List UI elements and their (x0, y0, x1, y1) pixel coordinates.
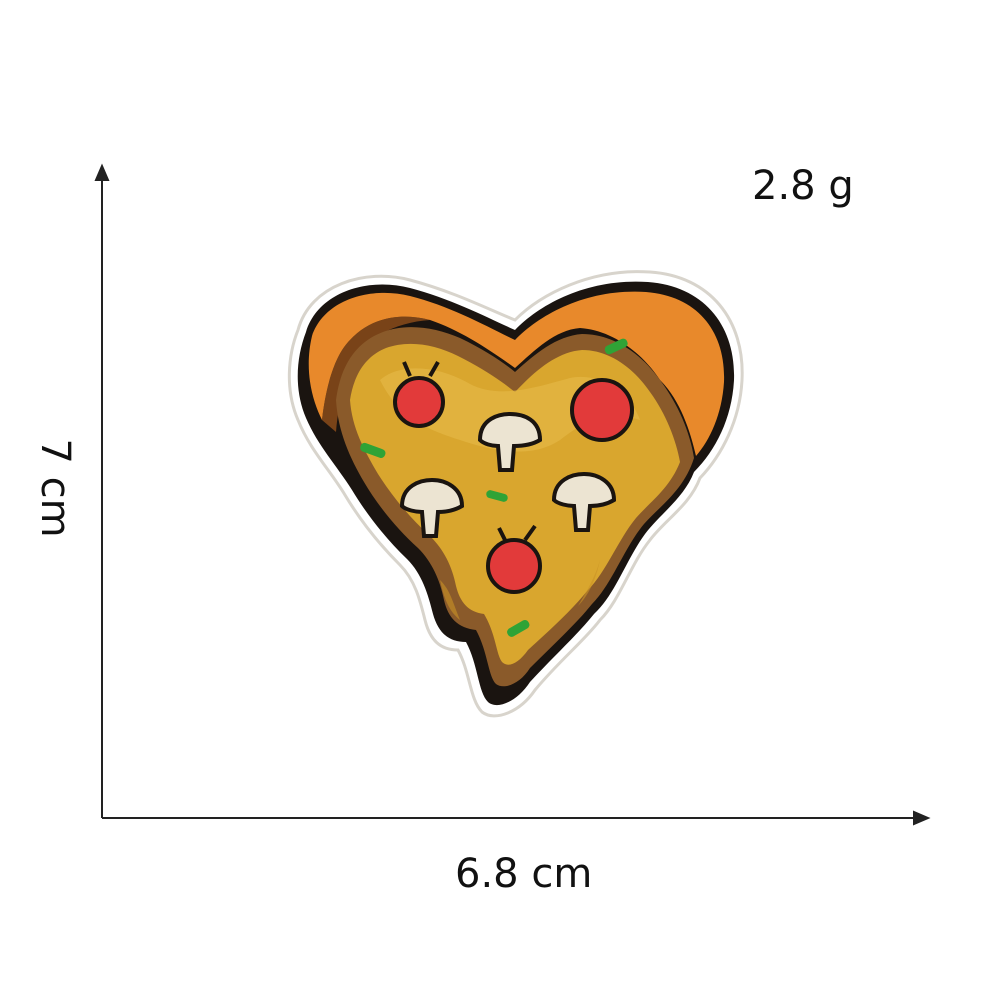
pepperoni (570, 378, 634, 442)
cheese-drips (440, 560, 600, 620)
pizza-crust (308, 291, 725, 456)
pepperoni-steam (497, 524, 537, 542)
cheese-highlight (380, 368, 640, 452)
mushroom (477, 411, 543, 472)
width-axis-arrow-icon (913, 810, 931, 826)
herb-flake (486, 490, 508, 502)
mushroom-pieces (399, 411, 617, 538)
measurement-axes (94, 163, 931, 826)
width-label: 6.8 cm (455, 851, 593, 897)
herb-flakes (360, 338, 628, 637)
pepperoni (393, 376, 445, 428)
pizza-heart-patch-icon (287, 270, 744, 718)
height-label: 7 cm (32, 438, 78, 538)
weight-label: 2.8 g (752, 163, 854, 209)
crust-shadow (322, 316, 430, 432)
cheese-drip (440, 580, 460, 620)
herb-flake (604, 338, 628, 355)
pepperoni-steam (402, 361, 440, 377)
herb-flake (360, 442, 386, 459)
pepperoni (486, 538, 542, 594)
pepperoni-slices (393, 361, 634, 594)
mushroom (551, 471, 617, 532)
mushroom (399, 477, 465, 538)
herb-flake (507, 619, 530, 637)
height-axis-arrow-icon (94, 163, 110, 181)
